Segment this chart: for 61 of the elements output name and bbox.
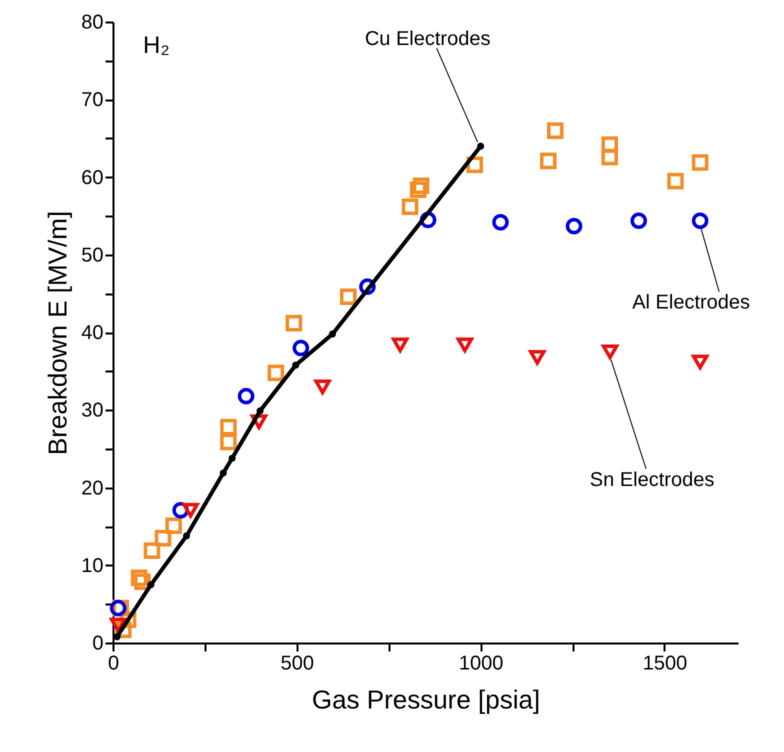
annotation: Al Electrodes: [632, 292, 750, 314]
annotation: Cu Electrodes: [364, 28, 490, 50]
point: [692, 154, 708, 171]
point: [228, 454, 236, 462]
point: [340, 288, 357, 306]
point: [314, 379, 331, 394]
point: [566, 218, 582, 234]
point: [692, 354, 708, 370]
y-tick-label: 0: [92, 632, 104, 654]
x-tick-label: 1000: [458, 652, 504, 674]
point: [540, 152, 557, 170]
annotation: H₂: [143, 32, 170, 59]
point: [220, 469, 227, 477]
point: [134, 573, 151, 590]
y-tick-label: 30: [81, 400, 104, 422]
y-axis-title: Breakdown E [MV/m]: [42, 210, 72, 456]
point: [256, 407, 264, 414]
y-tick-label: 40: [81, 322, 104, 344]
point: [268, 364, 284, 382]
y-tick-label: 70: [81, 89, 104, 112]
x-tick-label: 1500: [642, 652, 688, 674]
point: [492, 214, 509, 231]
point: [182, 532, 190, 540]
point: [692, 212, 708, 229]
point: [601, 136, 618, 153]
y-tick-label: 10: [81, 554, 104, 577]
point: [477, 142, 484, 150]
point: [114, 633, 121, 640]
point: [456, 338, 474, 352]
point: [220, 434, 237, 450]
point: [182, 502, 199, 518]
point: [602, 344, 618, 360]
point: [410, 181, 426, 198]
point: [547, 122, 564, 139]
y-tick-label: 20: [81, 477, 104, 500]
point: [110, 618, 126, 633]
point: [667, 172, 684, 190]
point: [147, 581, 154, 588]
y-tick-label: 50: [81, 244, 104, 266]
point: [130, 570, 148, 586]
point: [328, 330, 336, 338]
point: [144, 542, 160, 559]
point: [154, 530, 172, 546]
x-tick-label: 0: [108, 652, 120, 674]
point: [402, 198, 418, 216]
point: [292, 362, 300, 369]
y-tick-label: 80: [81, 12, 104, 34]
annotation: Sn Electrodes: [590, 468, 714, 491]
point: [630, 212, 648, 229]
point: [292, 340, 310, 356]
x-axis-title: Gas Pressure [psia]: [312, 684, 540, 714]
point: [528, 350, 546, 365]
point: [165, 518, 182, 534]
point: [220, 418, 237, 436]
point: [412, 178, 430, 194]
point: [238, 388, 254, 404]
y-tick-label: 60: [81, 166, 104, 189]
point: [392, 338, 408, 352]
x-tick-label: 500: [280, 652, 314, 674]
point: [601, 148, 618, 166]
point: [286, 314, 302, 332]
